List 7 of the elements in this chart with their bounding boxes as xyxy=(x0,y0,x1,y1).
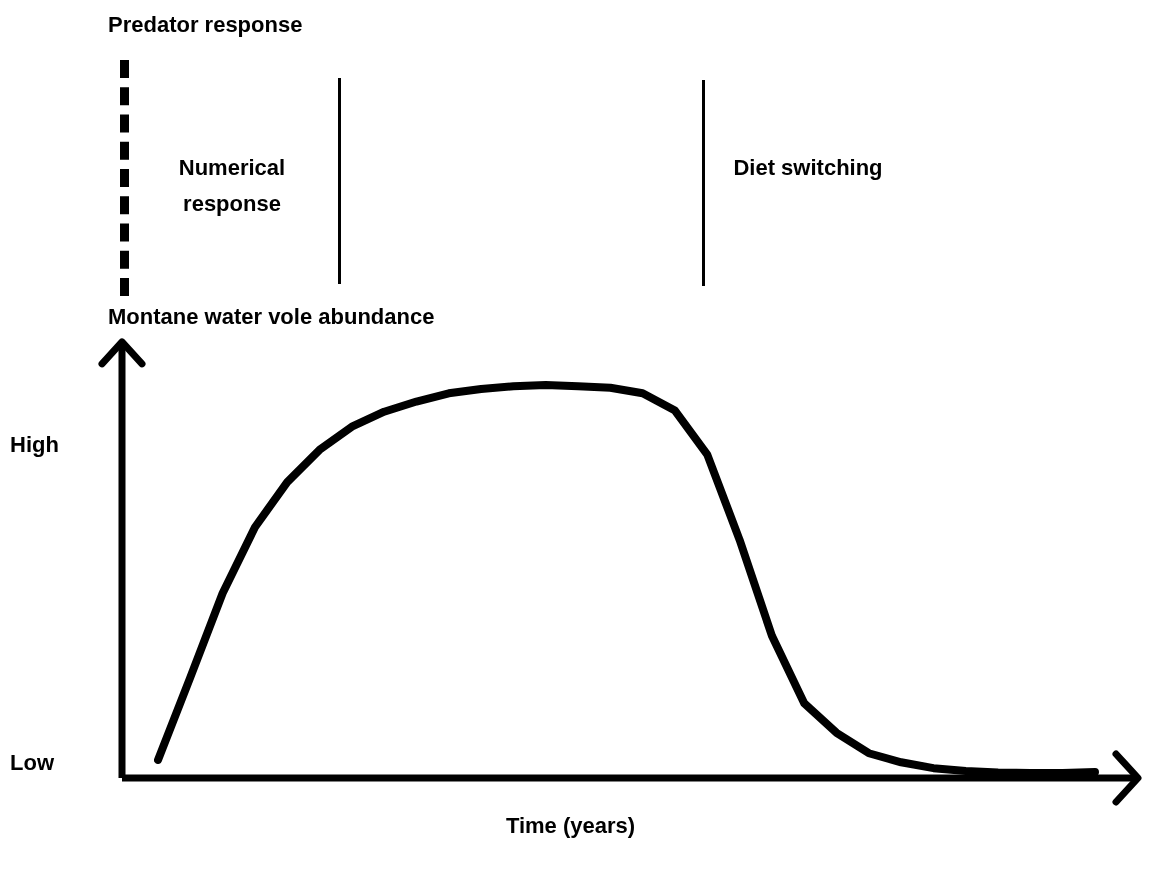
text: Diet switching xyxy=(732,154,884,182)
text: Low xyxy=(10,750,54,777)
text: Numerical response xyxy=(177,154,287,218)
text: High xyxy=(10,431,59,458)
y-axis-title: Montane water vole abundance xyxy=(108,303,435,330)
text: Predator response xyxy=(108,12,303,38)
x-axis-title: Time (years) xyxy=(504,813,637,839)
